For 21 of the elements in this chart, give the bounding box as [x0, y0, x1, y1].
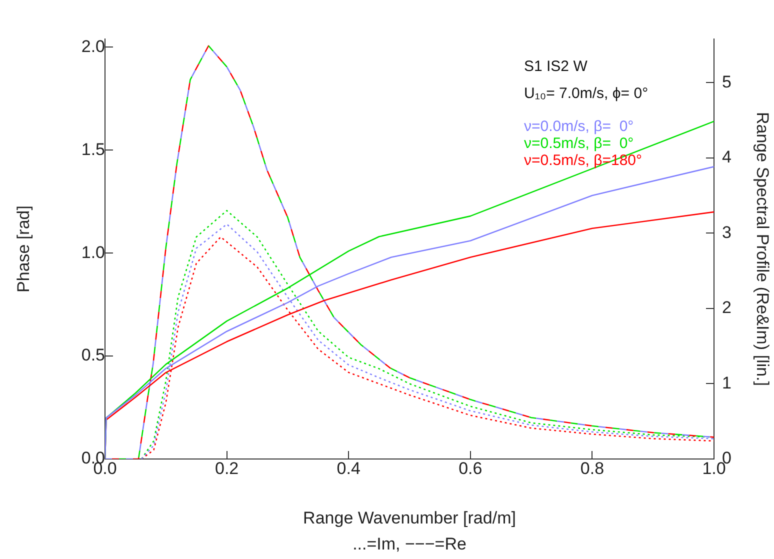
- text: ...=Im, −−−=Re: [352, 534, 466, 554]
- x-tick-label: 0.6: [458, 458, 482, 478]
- x-tick-label: 0.2: [214, 458, 239, 478]
- y-tick-label: 0.5: [81, 346, 105, 365]
- y-tick-label: 1.5: [81, 140, 105, 159]
- annotation: S1 IS2 W: [524, 58, 588, 76]
- y2-tick-label: 3: [722, 222, 732, 242]
- x-tick-label: 0.4: [336, 458, 360, 478]
- series-label: ν=0.5m/s, β= 0°: [524, 135, 634, 152]
- y2-tick-label: 1: [722, 373, 732, 392]
- y-tick-label: 1.0: [81, 242, 105, 262]
- x-tick-label: 0.8: [580, 458, 604, 478]
- x-axis-title: Range Wavenumber [rad/m]: [303, 508, 516, 528]
- y-tick-label: 2.0: [81, 36, 105, 56]
- annotation: U₁₀= 7.0m/s, ϕ= 0°: [524, 85, 648, 102]
- y-axis-title: Phase [rad]: [14, 206, 33, 292]
- y2-tick-label: 4: [722, 148, 732, 167]
- y2-axis-title: Range Spectral Profile (Re&Im) [lin.]: [753, 112, 772, 386]
- text: ν=0.0m/s, β= 0°: [524, 118, 634, 136]
- y2-tick-label: 5: [722, 72, 732, 92]
- y2-tick-label: 2: [722, 298, 732, 318]
